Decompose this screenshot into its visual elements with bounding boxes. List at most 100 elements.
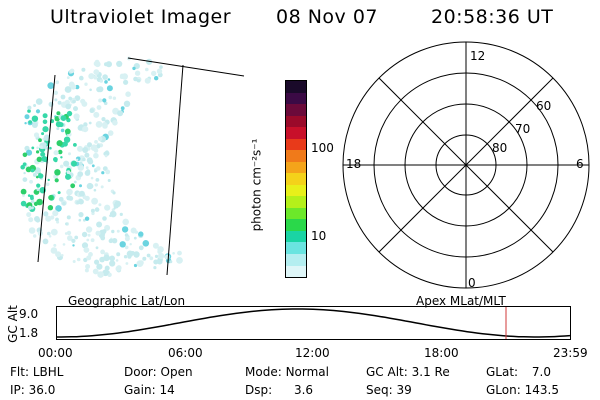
- image-pixel: [70, 183, 76, 189]
- image-pixel: [73, 113, 80, 120]
- image-pixel: [104, 224, 111, 231]
- image-pixel: [124, 245, 129, 250]
- image-pixel: [43, 134, 51, 141]
- image-pixel: [48, 235, 52, 238]
- polar-lat-60: 60: [536, 99, 551, 113]
- image-pixel: [35, 98, 43, 105]
- image-pixel: [119, 212, 123, 216]
- image-pixel: [115, 259, 119, 262]
- image-pixel: [107, 179, 111, 182]
- image-pixel: [70, 84, 77, 90]
- image-pixel: [60, 115, 67, 121]
- image-pixel: [28, 227, 36, 234]
- time-tick-2359: 23:59: [553, 346, 588, 360]
- footer-gc-alt: GC Alt: 3.1 Re: [366, 365, 450, 379]
- image-pixel: [111, 238, 118, 244]
- image-pixel: [117, 110, 124, 117]
- image-pixel: [159, 65, 163, 69]
- image-pixel: [101, 117, 106, 122]
- image-pixel: [102, 216, 107, 221]
- image-pixel: [57, 191, 61, 195]
- image-pixel: [52, 210, 59, 217]
- image-pixel: [34, 167, 41, 174]
- header-time: 20:58:36 UT: [431, 6, 554, 28]
- polar-label-6: 6: [576, 157, 584, 171]
- image-pixel: [106, 85, 113, 92]
- image-pixel: [95, 246, 99, 250]
- image-pixel: [60, 128, 65, 133]
- image-pixel: [98, 98, 103, 103]
- image-pixel: [42, 126, 49, 133]
- image-pixel: [36, 146, 39, 150]
- image-pixel: [23, 171, 26, 175]
- image-pixel: [50, 215, 55, 220]
- image-pixel: [78, 146, 82, 150]
- image-pixel: [115, 265, 122, 272]
- image-pixel: [62, 201, 66, 206]
- polar-label-12: 12: [470, 49, 485, 63]
- image-pixel: [97, 271, 104, 278]
- colorbar-segment: [286, 161, 306, 174]
- polar-plot: 12 18 6 0 60 70 80: [342, 41, 590, 290]
- image-pixel: [100, 249, 105, 255]
- image-pixel: [154, 254, 159, 258]
- image-pixel: [100, 185, 104, 189]
- image-pixel: [42, 113, 48, 119]
- image-pixel: [78, 190, 85, 197]
- image-pixel: [27, 109, 31, 113]
- image-pixel: [112, 120, 118, 126]
- image-pixel: [107, 78, 111, 81]
- image-pixel: [144, 77, 151, 84]
- image-pixel: [142, 240, 150, 247]
- image-pixel: [154, 76, 159, 81]
- image-pixel: [89, 108, 95, 113]
- image-pixel: [81, 101, 88, 107]
- image-pixel: [77, 164, 85, 171]
- image-pixel: [126, 250, 134, 258]
- image-pixel: [116, 252, 121, 257]
- image-pixel: [88, 121, 92, 125]
- image-pixel: [65, 173, 71, 180]
- image-pixel: [82, 157, 86, 162]
- image-pixel: [35, 109, 41, 114]
- image-pixel: [94, 259, 100, 265]
- image-pixel: [55, 205, 62, 212]
- image-pixel: [63, 136, 71, 143]
- image-pixel: [30, 199, 35, 204]
- image-pixel: [177, 250, 182, 256]
- geographic-image: [20, 56, 245, 278]
- image-pixel: [27, 205, 32, 210]
- footer-dsp: Dsp: 3.6: [245, 383, 314, 397]
- image-pixel: [67, 235, 73, 241]
- colorbar-segment: [286, 196, 306, 208]
- image-pixel: [62, 141, 68, 147]
- colorbar-segment: [286, 265, 306, 277]
- image-pixel: [104, 80, 108, 84]
- image-pixel: [96, 263, 103, 270]
- image-pixel: [90, 176, 94, 180]
- colorbar-segment: [286, 173, 306, 185]
- timeline-ytick-high: 9.0: [19, 307, 39, 321]
- image-pixel: [104, 154, 108, 158]
- image-pixel: [119, 73, 125, 79]
- image-pixel: [90, 238, 95, 243]
- image-pixel: [54, 178, 59, 183]
- image-pixel: [40, 151, 46, 157]
- image-pixel: [96, 221, 103, 228]
- colorbar-tick-10: 10: [311, 229, 327, 243]
- image-pixel: [78, 161, 83, 166]
- image-pixel: [57, 100, 62, 105]
- image-pixel: [138, 231, 144, 237]
- image-pixel: [156, 68, 163, 74]
- image-pixel: [27, 194, 31, 197]
- image-pixel: [66, 215, 71, 220]
- image-pixel: [102, 229, 107, 234]
- image-pixel: [74, 95, 81, 101]
- image-pixel: [35, 175, 39, 179]
- image-pixel: [53, 157, 58, 162]
- image-pixel: [96, 86, 102, 93]
- image-pixel: [103, 254, 110, 262]
- image-pixel: [130, 227, 137, 234]
- image-pixel: [96, 105, 102, 110]
- image-pixel: [54, 98, 58, 102]
